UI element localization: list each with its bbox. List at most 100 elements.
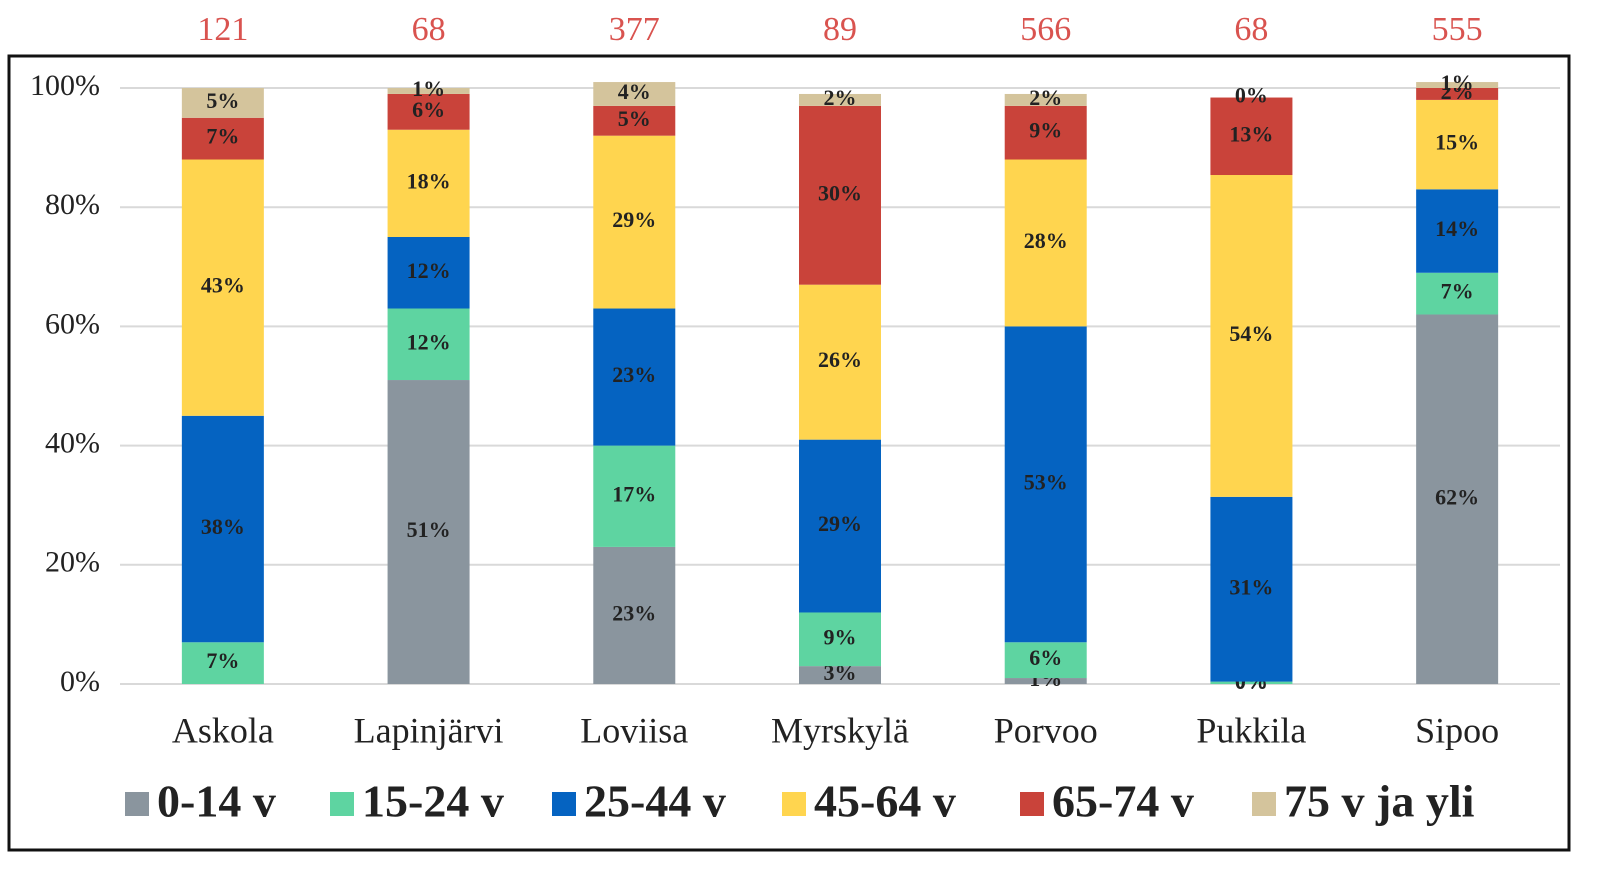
data-label: 6%: [1029, 645, 1062, 670]
y-tick-label: 20%: [45, 546, 100, 579]
total-label: 89: [823, 11, 857, 48]
data-label: 7%: [1441, 279, 1474, 304]
legend-swatch: [1020, 792, 1044, 816]
legend-swatch: [125, 792, 149, 816]
bar-segment: [387, 93, 470, 130]
total-label: 566: [1020, 11, 1071, 48]
bar-segment: [1004, 678, 1087, 684]
data-label: 1%: [1441, 70, 1474, 95]
total-label: 68: [1234, 11, 1268, 48]
data-label: 5%: [206, 88, 239, 113]
bar-segment: [1416, 314, 1499, 684]
bar-segment: [181, 642, 264, 684]
data-label: 53%: [1024, 469, 1068, 494]
x-tick-label: Lapinjärvi: [354, 710, 504, 750]
legend-label: 0-14 v: [157, 776, 276, 827]
data-label: 23%: [612, 362, 656, 387]
data-label: 29%: [612, 207, 656, 232]
bar-segment: [799, 666, 881, 684]
y-tick-label: 80%: [45, 188, 100, 221]
data-label: 9%: [1029, 118, 1062, 143]
legend-label: 65-74 v: [1052, 776, 1194, 827]
data-label: 15%: [1435, 130, 1479, 155]
bar-segment: [1004, 326, 1087, 643]
data-label: 14%: [1435, 216, 1479, 241]
bar-segment: [1416, 88, 1499, 100]
bar-segment: [1416, 99, 1499, 190]
legend-swatch: [1252, 792, 1276, 816]
data-label: 4%: [618, 79, 651, 104]
data-label: 18%: [407, 168, 451, 193]
legend-label: 75 v ja yli: [1284, 776, 1475, 827]
data-label: 2%: [1029, 85, 1062, 110]
data-label: 43%: [201, 273, 245, 298]
data-label: 23%: [612, 601, 656, 626]
bar-segment: [1210, 175, 1293, 497]
x-tick-label: Askola: [172, 710, 274, 750]
bar-segment: [593, 445, 676, 547]
total-label: 68: [412, 11, 446, 48]
bar-segment: [181, 415, 264, 643]
data-label: 62%: [1435, 484, 1479, 509]
legend-label: 25-44 v: [584, 776, 726, 827]
bar-segment: [181, 117, 264, 160]
bar-segment: [387, 237, 470, 309]
bar-segment: [1004, 642, 1087, 679]
data-label: 26%: [818, 347, 862, 372]
bar-segment: [799, 93, 881, 106]
total-label: 555: [1432, 11, 1483, 48]
total-label: 377: [609, 11, 660, 48]
legend-swatch: [330, 792, 354, 816]
bar-segment: [593, 546, 676, 684]
total-label: 121: [197, 11, 248, 48]
x-tick-label: Porvoo: [994, 710, 1098, 750]
bar-segment: [1004, 159, 1087, 327]
data-label: 7%: [206, 648, 239, 673]
bar-segment: [387, 129, 470, 237]
bar-segment: [593, 82, 676, 106]
y-tick-label: 100%: [30, 69, 100, 102]
data-label: 29%: [818, 511, 862, 536]
bar-segment: [387, 308, 470, 381]
y-tick-label: 60%: [45, 307, 100, 340]
legend-swatch: [552, 792, 576, 816]
bar-segment: [1416, 189, 1499, 273]
bar-segment: [1210, 97, 1293, 176]
y-tick-label: 40%: [45, 426, 100, 459]
data-label: 30%: [818, 180, 862, 205]
data-label: 5%: [618, 106, 651, 131]
data-label: 1%: [412, 76, 445, 101]
x-tick-label: Sipoo: [1415, 710, 1499, 750]
bar-segment: [593, 105, 676, 136]
bar-segment: [1210, 496, 1293, 682]
x-tick-label: Myrskylä: [771, 710, 909, 750]
data-label: 28%: [1024, 228, 1068, 253]
data-label: 54%: [1229, 321, 1273, 346]
x-tick-label: Loviisa: [580, 710, 688, 750]
bar-segment: [1004, 93, 1087, 106]
legend-label: 15-24 v: [362, 776, 504, 827]
data-label: 0%: [1235, 83, 1268, 108]
data-label: 9%: [824, 624, 857, 649]
bar-segment: [1004, 105, 1087, 160]
bar-segment: [593, 308, 676, 446]
data-label: 6%: [412, 97, 445, 122]
bar-segment: [799, 105, 881, 285]
bar-segment: [1416, 82, 1499, 88]
data-label: 51%: [407, 517, 451, 542]
chart-frame: [7, 54, 1571, 852]
bar-segment: [181, 159, 264, 416]
bar-segment: [1416, 272, 1499, 315]
data-label: 13%: [1229, 121, 1273, 146]
x-tick-label: Pukkila: [1196, 710, 1306, 750]
legend-label: 45-64 v: [814, 776, 956, 827]
data-label: 12%: [407, 329, 451, 354]
legend-swatch: [782, 792, 806, 816]
data-label: 12%: [407, 258, 451, 283]
data-label: 7%: [206, 124, 239, 149]
bar-segment: [799, 612, 881, 667]
data-label: 2%: [824, 85, 857, 110]
y-tick-label: 0%: [60, 665, 100, 698]
data-label: 31%: [1229, 574, 1273, 599]
